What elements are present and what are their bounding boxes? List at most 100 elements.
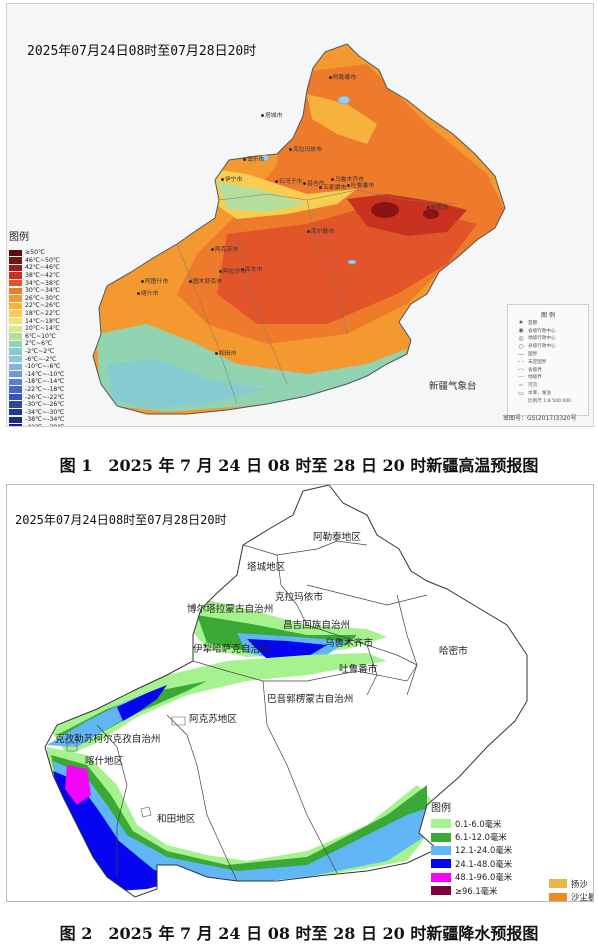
temperature-map — [92, 43, 506, 415]
legend-swatch — [9, 424, 22, 426]
standard-legend-item: ··· 地级界 — [508, 374, 588, 382]
legend-symbol-icon: ▭ — [518, 389, 524, 397]
legend-label: 42℃~46℃ — [25, 264, 60, 272]
standard-legend-label: 省级行政中心 — [528, 328, 556, 334]
standard-legend-label: 首都 — [528, 320, 538, 326]
dust-legend: 扬沙 沙尘暴 — [549, 877, 594, 902]
legend-swatch — [431, 832, 451, 842]
precip-legend-item: 6.1-12.0毫米 — [431, 830, 591, 843]
legend-swatch — [9, 409, 22, 416]
legend-label: 34℃~38℃ — [25, 279, 60, 287]
region-label: 吐鲁番市 — [339, 664, 378, 675]
region-label: 克孜勒苏柯尔克孜自治州 — [55, 734, 161, 745]
city-dot-icon — [241, 268, 244, 271]
temperature-legend-item: 42℃~46℃ — [9, 264, 89, 272]
city-dot-icon — [307, 230, 310, 233]
city-label: 克拉玛依市 — [289, 144, 322, 153]
temperature-legend-item: -22℃~-18℃ — [9, 386, 89, 394]
legend-symbol-icon: ○ — [518, 342, 524, 350]
temperature-legend-item: 10℃~14℃ — [9, 325, 89, 333]
figure2-caption: 图 2 2025 年 7 月 24 日 08 时至 28 日 20 时新疆降水预… — [59, 924, 539, 943]
precip-legend-item: ≥96.1毫米 — [431, 884, 591, 897]
temperature-legend-item: 18℃~22℃ — [9, 310, 89, 318]
city-dot-icon — [261, 114, 264, 117]
temperature-legend-item: -10℃~-6℃ — [9, 363, 89, 371]
legend-swatch — [549, 892, 567, 901]
region-boundaries — [96, 540, 428, 882]
temperature-legend-item: 14℃~18℃ — [9, 317, 89, 325]
standard-map-legend: 图 例 ★ 首都 ◉ 省级行政中心 ◎ 地级行政中心 ○ 县级行政中心 — 国界 - - 未定国界 -·… — [507, 304, 589, 416]
city-label: 和田市 — [215, 348, 236, 357]
legend-symbol-icon: -·- — [517, 366, 525, 374]
standard-legend-label: 省级界 — [528, 367, 542, 373]
legend-label: 沙尘暴 — [571, 892, 594, 902]
city-label: 昌吉市 — [303, 178, 324, 187]
region-label: 和田地区 — [157, 814, 196, 825]
legend-swatch — [9, 355, 22, 363]
region-label: 塔城地区 — [247, 562, 286, 573]
city-label: 图木舒克市 — [189, 276, 222, 285]
prefecture-boundaries — [176, 189, 458, 405]
standard-legend-label: 县级行政中心 — [528, 344, 556, 350]
standard-legend-label: 水库、湖泊 — [528, 391, 551, 397]
legend-swatch — [9, 295, 22, 302]
temperature-legend-item: -14℃~-10℃ — [9, 371, 89, 379]
high-temperature-map-panel: 2025年07月24日08时至07月28日20时 — [6, 3, 594, 427]
legend-swatch — [431, 845, 451, 855]
city-label: 阿克苏市 — [211, 244, 238, 253]
legend-swatch — [9, 302, 22, 310]
city-label: 乌鲁木齐市 — [331, 174, 364, 183]
legend-label: -30℃~-26℃ — [25, 401, 65, 409]
region-label: 克拉玛依市 — [275, 592, 323, 603]
legend-label: 30℃~34℃ — [25, 287, 60, 295]
figure1-caption: 图 1 2025 年 7 月 24 日 08 时至 28 日 20 时新疆高温预… — [59, 456, 539, 475]
region-label: 巴音郭楞蒙古自治州 — [267, 694, 354, 705]
legend-label: -14℃~-10℃ — [25, 370, 65, 378]
standard-legend-label: 河流 — [528, 383, 538, 389]
temperature-fill — [93, 44, 505, 414]
legend-label: ≥96.1毫米 — [455, 885, 498, 896]
standard-legend-item: ~ 河流 — [508, 381, 588, 389]
city-dot-icon — [219, 270, 222, 273]
legend-label: 10℃~14℃ — [25, 325, 60, 333]
legend-swatch — [9, 333, 22, 340]
city-dot-icon — [331, 178, 334, 181]
precip-legend-title: 图例 — [431, 803, 451, 814]
legend-swatch — [9, 371, 22, 378]
legend-swatch — [9, 416, 22, 424]
city-label: 石河子市 — [275, 176, 302, 185]
region-label: 哈密市 — [439, 646, 468, 657]
region-label: 博尔塔拉蒙古自治州 — [187, 604, 274, 615]
standard-legend-title: 图 例 — [541, 312, 555, 319]
legend-label: 18℃~22℃ — [25, 310, 60, 318]
legend-swatch — [431, 859, 451, 869]
city-dot-icon — [427, 206, 430, 209]
precipitation-map — [44, 485, 528, 898]
temperature-legend-item: 22℃~26℃ — [9, 302, 89, 310]
temperature-legend-item: ≥50℃ — [9, 249, 89, 257]
legend-label: -18℃~-14℃ — [25, 378, 65, 386]
temperature-legend-item: -6℃~-2℃ — [9, 355, 89, 363]
legend-swatch — [9, 363, 22, 370]
temperature-legend: 图例 ≥50℃ 46℃~50℃ 42℃~46℃ 38℃~42℃ 34℃~38℃ 30℃~3… — [9, 228, 89, 426]
legend-symbol-icon: ◉ — [518, 327, 524, 335]
legend-swatch — [9, 401, 22, 408]
legend-label: ≥50℃ — [25, 249, 46, 257]
standard-legend-item: ★ 首都 — [508, 319, 588, 327]
region-label: 乌鲁木齐市 — [325, 638, 373, 649]
temperature-legend-item: 46℃~50℃ — [9, 257, 89, 265]
legend-symbol-icon: — — [518, 350, 524, 358]
standard-legend-item: 比例尺 1:8 500 000 — [508, 397, 588, 405]
temperature-legend-item: -30℃~-26℃ — [9, 401, 89, 409]
legend-symbol-icon: ~ — [518, 381, 524, 389]
legend-label: 0.1-6.0毫米 — [455, 818, 502, 829]
city-dot-icon — [303, 182, 306, 185]
legend-swatch — [9, 340, 22, 348]
temperature-legend-item: -38℃~-34℃ — [9, 416, 89, 424]
city-dot-icon — [141, 280, 144, 283]
legend-swatch — [9, 257, 22, 264]
city-dot-icon — [137, 292, 140, 295]
standard-legend-label: 地级行政中心 — [528, 336, 556, 342]
standard-legend-label: 未定国界 — [528, 359, 547, 365]
city-dot-icon — [329, 76, 332, 79]
